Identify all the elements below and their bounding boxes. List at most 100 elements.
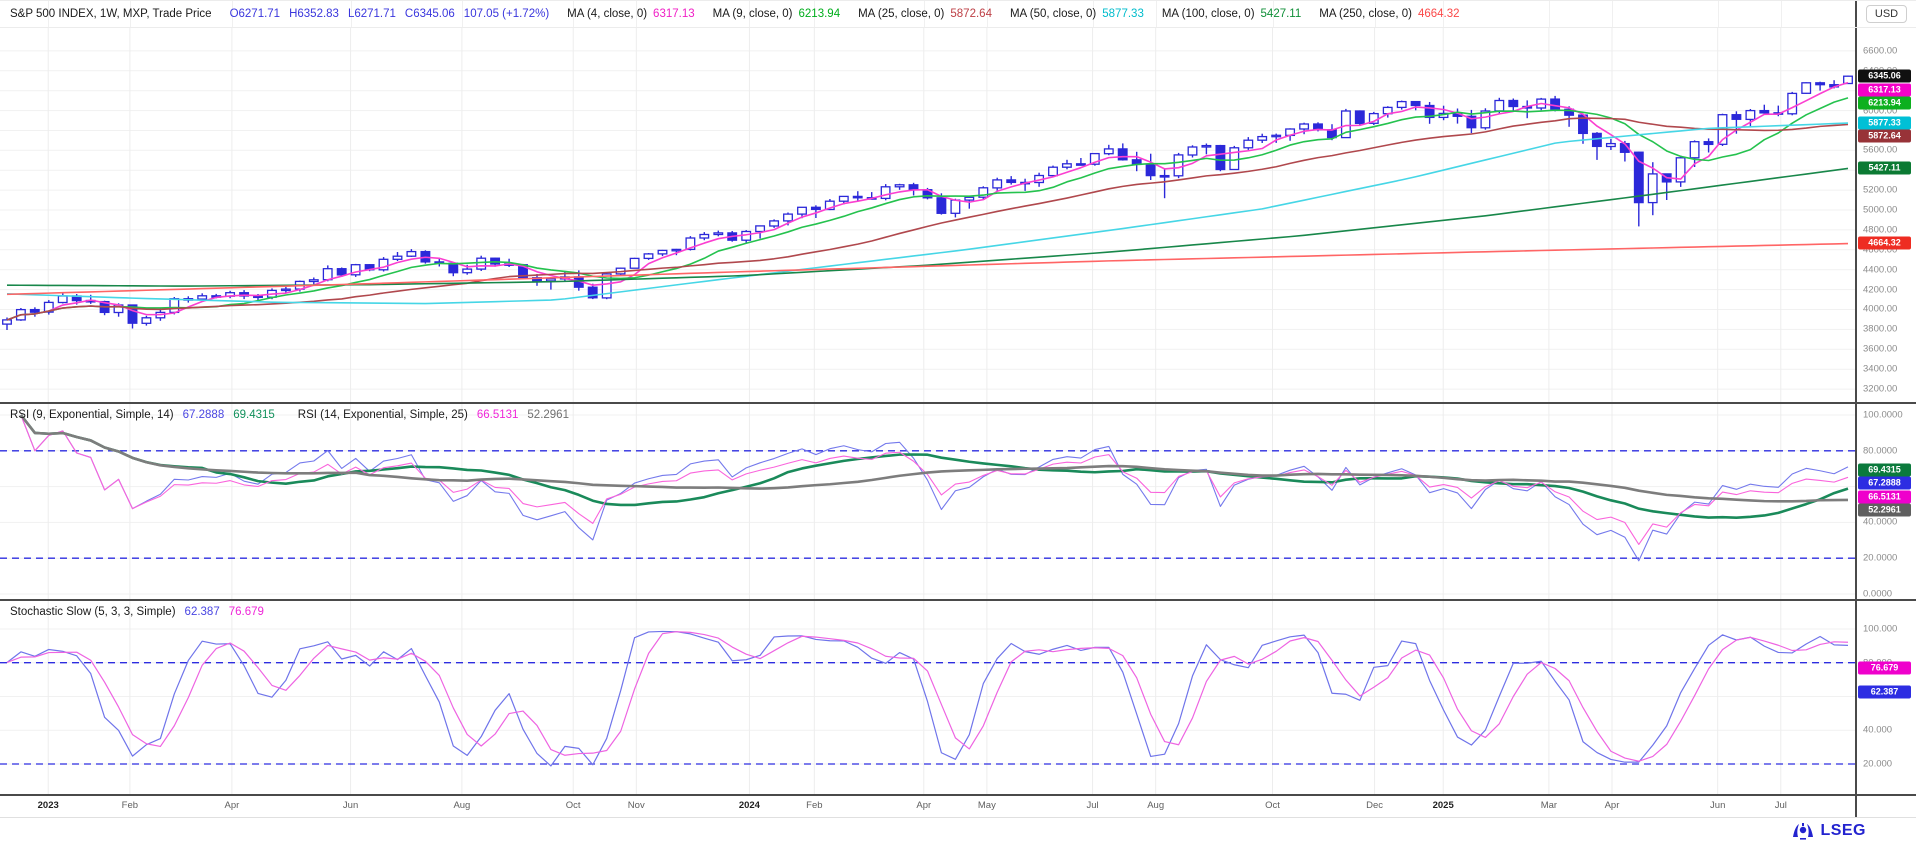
stochastic-header[interactable]: Stochastic Slow (5, 3, 3, Simple) 62.387… <box>10 606 264 618</box>
candle[interactable] <box>1787 91 1798 116</box>
candle[interactable] <box>601 272 612 300</box>
candle[interactable] <box>1689 140 1700 167</box>
candle[interactable] <box>643 253 654 260</box>
candle[interactable] <box>1605 138 1616 150</box>
candle[interactable] <box>1675 155 1686 187</box>
candle[interactable] <box>713 230 724 237</box>
ma-line-25[interactable] <box>6 117 1849 321</box>
candle[interactable] <box>1801 82 1812 94</box>
rsi-header[interactable]: RSI (9, Exponential, Simple, 14) 67.2888… <box>10 409 569 421</box>
candle[interactable] <box>1187 145 1198 158</box>
candle[interactable] <box>950 198 961 218</box>
candle[interactable] <box>587 283 598 300</box>
panel-divider[interactable] <box>0 599 1916 601</box>
legend-ma-25[interactable]: MA (25, close, 0) 5872.64 <box>858 8 992 20</box>
candle[interactable] <box>1229 145 1240 171</box>
stochastic-chart-svg[interactable] <box>0 601 1855 794</box>
legend-ma-pts4[interactable]: MA (100, close, 0) 5427.11 <box>1161 8 1302 20</box>
candle[interactable] <box>1075 158 1086 166</box>
candle[interactable] <box>1508 98 1519 112</box>
candle[interactable] <box>1145 153 1156 180</box>
stoch-k-line[interactable] <box>6 630 1849 767</box>
legend-ma-9[interactable]: MA (9, close, 0) 6213.94 <box>712 8 841 20</box>
candle[interactable] <box>1633 151 1644 227</box>
candle[interactable] <box>1048 165 1058 178</box>
candle[interactable] <box>657 249 668 257</box>
candle[interactable] <box>1131 151 1142 172</box>
candle[interactable] <box>1243 137 1254 150</box>
candle[interactable] <box>1257 133 1268 143</box>
candle[interactable] <box>1759 104 1770 115</box>
candle[interactable] <box>1703 138 1714 153</box>
legend-ma-pts5[interactable]: MA (250, close, 0) 4664.32 <box>1319 8 1460 20</box>
rsi-line-1[interactable] <box>19 414 1849 519</box>
candle[interactable] <box>699 232 710 241</box>
price-chart-svg[interactable] <box>0 28 1855 402</box>
candle[interactable] <box>392 252 403 261</box>
candle[interactable] <box>769 219 780 228</box>
ma-line-pts[interactable] <box>6 167 1849 287</box>
candle[interactable] <box>894 183 905 190</box>
candle[interactable] <box>1173 152 1184 179</box>
candle[interactable] <box>1843 75 1853 85</box>
candle[interactable] <box>1201 143 1212 155</box>
rsi-axis[interactable]: 0.000020.000040.000060.000080.0000100.00… <box>1855 404 1916 599</box>
candle[interactable] <box>1424 102 1435 124</box>
candle[interactable] <box>992 177 1003 191</box>
legend-ma-pts3[interactable]: MA (50, close, 0) 5877.33 <box>1009 8 1144 20</box>
rsi-line-2[interactable] <box>20 414 1849 546</box>
ma-line-9[interactable] <box>6 97 1849 321</box>
candle[interactable] <box>141 315 152 326</box>
candle[interactable] <box>43 300 54 315</box>
candle[interactable] <box>1522 100 1533 119</box>
candle[interactable] <box>1354 110 1365 126</box>
candle[interactable] <box>280 286 291 294</box>
rsi-chart-svg[interactable] <box>0 404 1855 599</box>
candle[interactable] <box>1117 143 1128 161</box>
candle[interactable] <box>1271 133 1282 143</box>
candle[interactable] <box>1745 109 1756 127</box>
candle[interactable] <box>1006 176 1017 185</box>
rsi-line-3[interactable] <box>19 414 1849 503</box>
candle[interactable] <box>1215 144 1226 172</box>
candle[interactable] <box>29 307 40 317</box>
candle[interactable] <box>57 292 68 304</box>
ma-line-pts[interactable] <box>6 122 1849 305</box>
candle[interactable] <box>350 263 361 277</box>
ma-line-pts[interactable] <box>6 242 1849 296</box>
candle[interactable] <box>476 255 487 271</box>
candle[interactable] <box>1020 178 1031 191</box>
candle[interactable] <box>810 205 821 218</box>
candle[interactable] <box>1061 159 1072 170</box>
candle[interactable] <box>1480 108 1491 130</box>
candle[interactable] <box>336 267 347 277</box>
candle[interactable] <box>1396 100 1407 110</box>
candle[interactable] <box>406 249 417 257</box>
candle[interactable] <box>880 184 891 201</box>
candle[interactable] <box>1103 144 1114 156</box>
candle[interactable] <box>1550 95 1561 112</box>
candle[interactable] <box>1410 100 1421 111</box>
stoch-d-line[interactable] <box>6 631 1849 762</box>
candle[interactable] <box>671 248 682 256</box>
candle[interactable] <box>225 290 236 299</box>
candle[interactable] <box>1647 162 1658 216</box>
date-axis[interactable]: 2023 Feb Apr Jun Aug Oct Nov 2024 Feb Apr May Jul Au… <box>0 796 1855 817</box>
price-chart-plot[interactable] <box>0 28 1855 402</box>
price-axis[interactable]: 3200.00 3400.00 3600.00 3800.00 4000.00 4200.… <box>1855 28 1916 402</box>
candle[interactable] <box>378 257 389 272</box>
candle[interactable] <box>1089 152 1100 166</box>
candle[interactable] <box>308 277 319 285</box>
candle[interactable] <box>852 191 863 201</box>
candle[interactable] <box>1815 81 1826 91</box>
stochastic-axis[interactable]: 20.00040.00060.00080.000100.00076.67962.… <box>1855 601 1916 794</box>
candle[interactable] <box>629 257 640 269</box>
candle[interactable] <box>545 277 556 290</box>
candle[interactable] <box>978 186 989 200</box>
currency-button[interactable]: USD <box>1865 5 1908 23</box>
candle[interactable] <box>1591 132 1602 160</box>
rsi-chart-plot[interactable]: RSI (9, Exponential, Simple, 14) 67.2888… <box>0 404 1855 599</box>
rsi-line-0[interactable] <box>20 414 1849 562</box>
candle[interactable] <box>1438 105 1449 121</box>
candle[interactable] <box>1299 122 1310 135</box>
